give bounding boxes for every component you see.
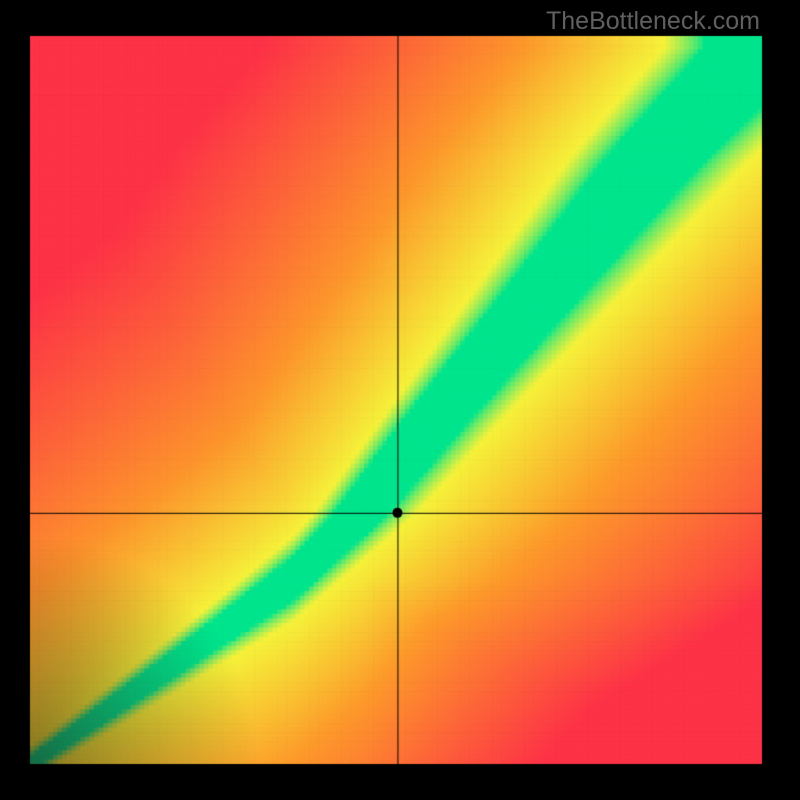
watermark-text: TheBottleneck.com: [546, 7, 760, 36]
heatmap-canvas: [0, 0, 800, 800]
chart-container: { "watermark": { "text": "TheBottleneck.…: [0, 0, 800, 800]
